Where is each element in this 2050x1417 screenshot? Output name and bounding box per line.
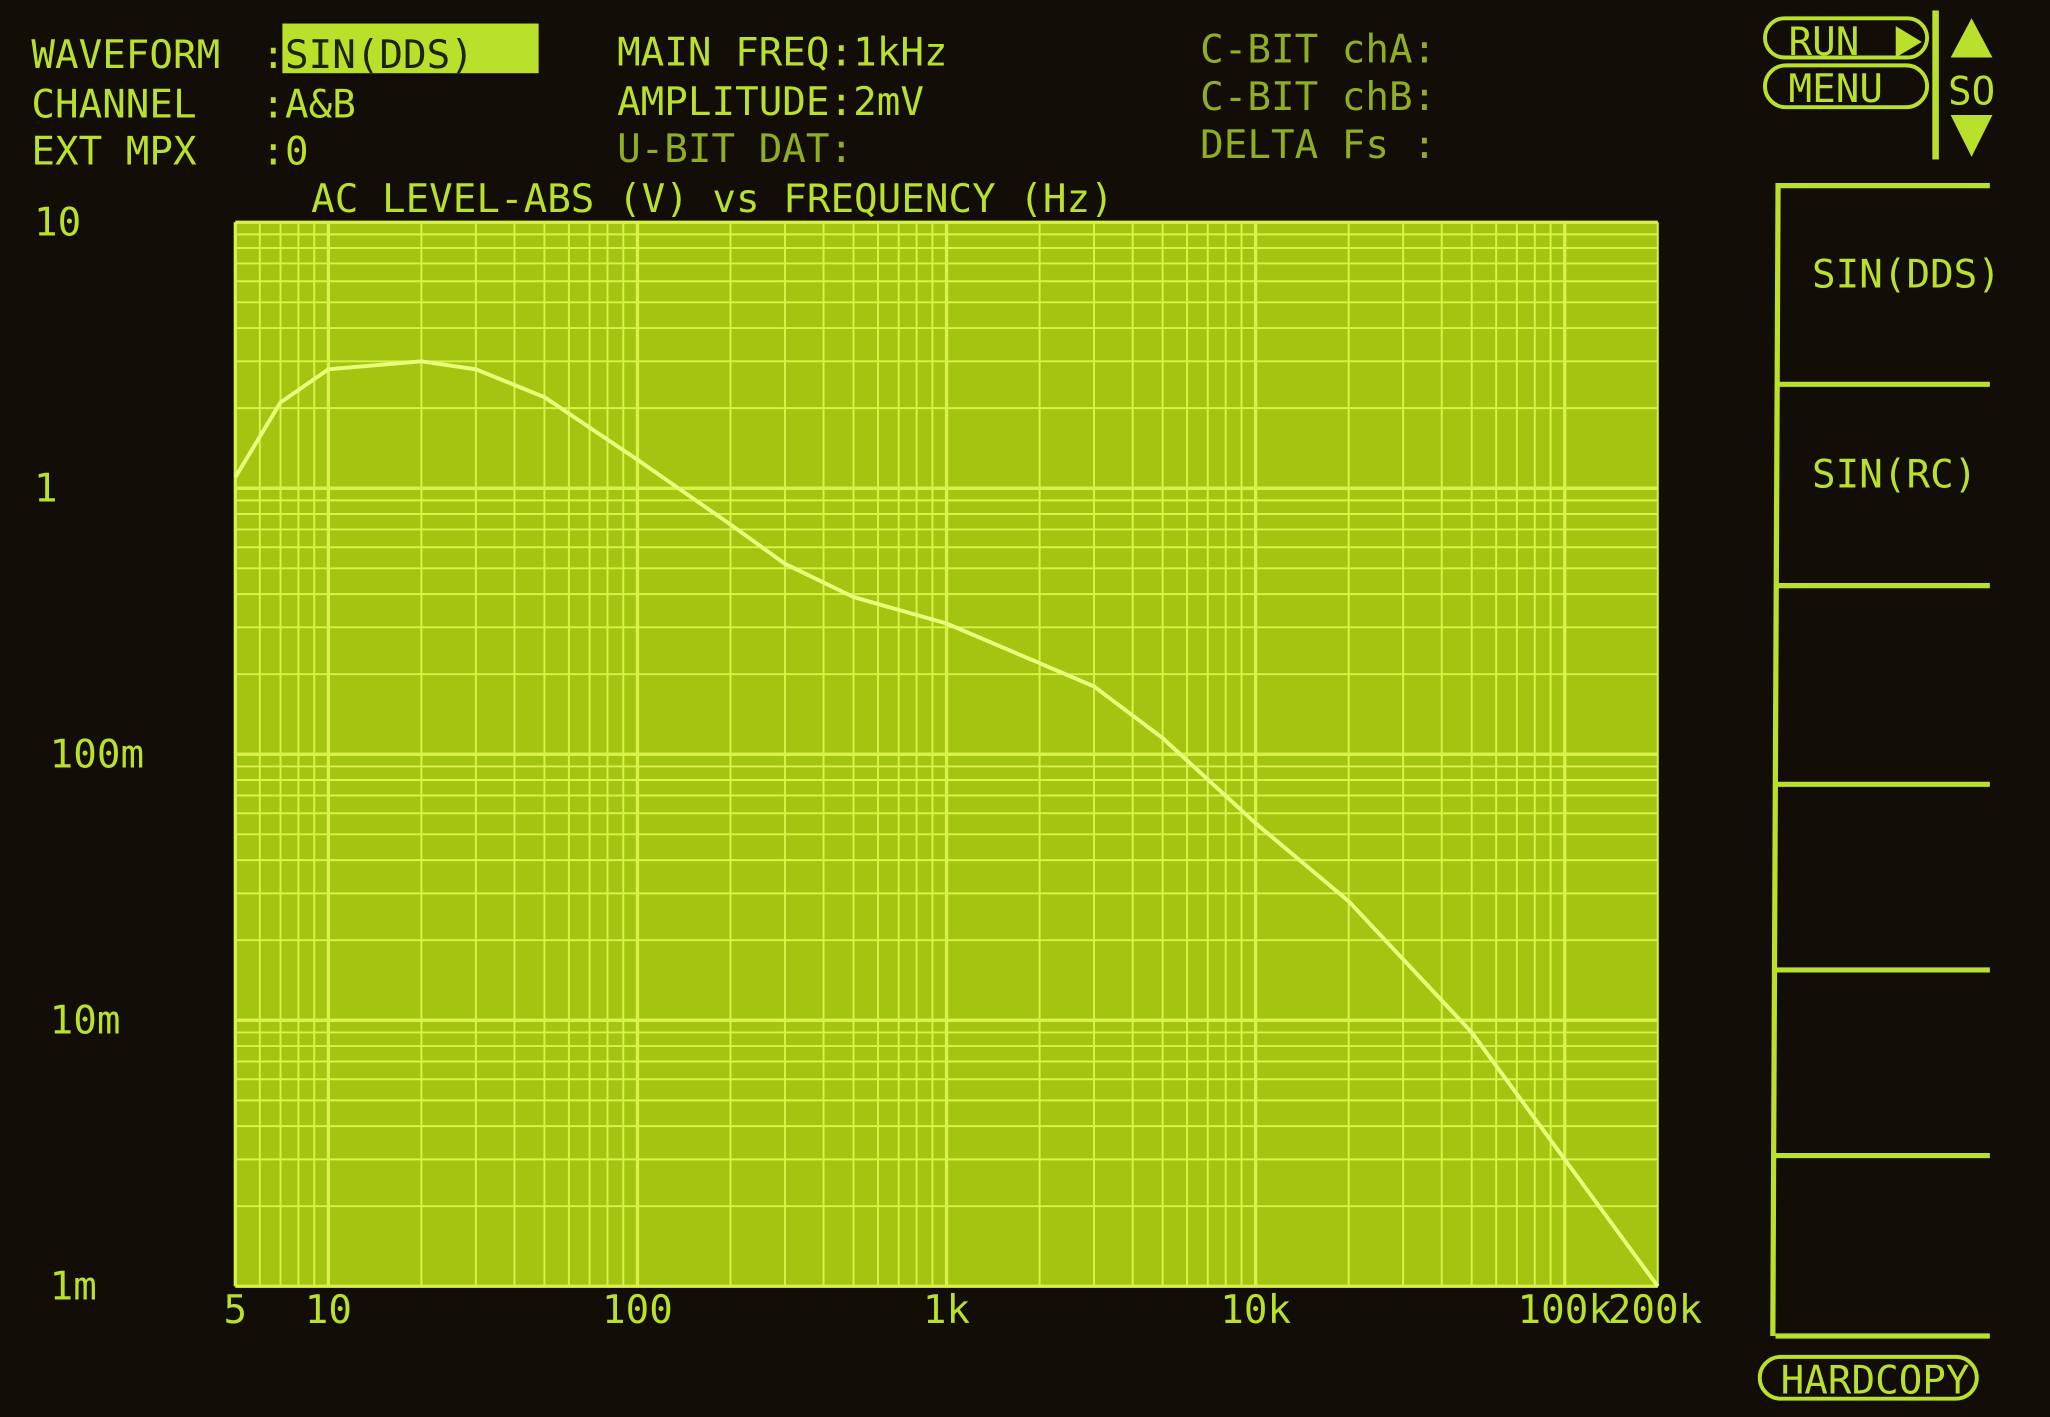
c-bit-chb: C-BIT chB: — [1200, 75, 1436, 120]
series-line — [233, 359, 1660, 1288]
softkey-2[interactable]: SIN(RC) — [1781, 390, 1990, 581]
channel-label: CHANNEL — [31, 83, 196, 128]
x-tick-label: 1k — [923, 1288, 971, 1333]
divider — [1932, 10, 1939, 160]
ext-mpx-label: EXT MPX — [31, 130, 197, 175]
u-bit-dat: U-BIT DAT: — [617, 127, 853, 172]
plot-area — [233, 220, 1660, 1288]
run-label: RUN — [1789, 20, 1860, 65]
softkey-panel: SIN(DDS) SIN(RC) — [1770, 183, 2001, 1339]
colon: : — [261, 33, 285, 78]
channel-value: A&B — [285, 83, 356, 128]
waveform-label: WAVEFORM — [31, 33, 220, 78]
waveform-value[interactable]: SIN(DDS) — [285, 33, 474, 78]
y-tick-label: 10m — [50, 998, 121, 1043]
x-tick-label: 10k — [1220, 1288, 1291, 1333]
waveform-value-highlight[interactable] — [282, 23, 539, 74]
x-tick-label: 100 — [602, 1288, 673, 1333]
c-bit-cha: C-BIT chA: — [1200, 28, 1436, 73]
softkey-label: SIN(RC) — [1812, 453, 1977, 498]
ext-mpx-value: 0 — [285, 130, 309, 175]
hardcopy-label: HARDCOPY — [1781, 1358, 1970, 1403]
arrow-down-icon[interactable] — [1950, 115, 1993, 157]
delta-fs: DELTA Fs : — [1200, 123, 1436, 168]
y-tick-label: 1 — [34, 466, 58, 511]
x-tick-label: 10 — [305, 1288, 352, 1333]
colon: : — [261, 83, 285, 128]
y-tick-label: 10 — [34, 200, 81, 245]
chart-title: AC LEVEL-ABS (V) vs FREQUENCY (Hz) — [311, 177, 1114, 222]
play-icon — [1895, 26, 1922, 58]
y-tick-label: 100m — [50, 732, 144, 777]
softkey-1[interactable]: SIN(DDS) — [1781, 191, 2001, 379]
x-tick-label: 100k — [1518, 1288, 1613, 1333]
menu-label: MENU — [1789, 67, 1883, 112]
softkey-5[interactable] — [1781, 975, 1990, 1150]
so-label: SO — [1948, 70, 1995, 115]
main-freq: MAIN FREQ:1kHz — [617, 30, 947, 75]
softkey-bracket — [1770, 185, 1781, 1336]
softkey-3[interactable] — [1781, 591, 1990, 779]
softkey-label: SIN(DDS) — [1812, 253, 2001, 298]
amplitude: AMPLITUDE:2mV — [617, 80, 924, 125]
x-tick-label: 5 — [224, 1288, 248, 1333]
run-button[interactable]: RUN — [1763, 16, 1930, 65]
arrow-up-icon[interactable] — [1950, 18, 1993, 58]
softkey-4[interactable] — [1781, 790, 1990, 965]
softkey-6[interactable] — [1781, 1161, 1990, 1331]
x-tick-label: 200k — [1608, 1288, 1703, 1333]
menu-button[interactable]: MENU — [1763, 63, 1930, 112]
colon: : — [261, 130, 285, 175]
hardcopy-button[interactable]: HARDCOPY — [1757, 1354, 1979, 1404]
y-tick-label: 1m — [50, 1264, 97, 1309]
